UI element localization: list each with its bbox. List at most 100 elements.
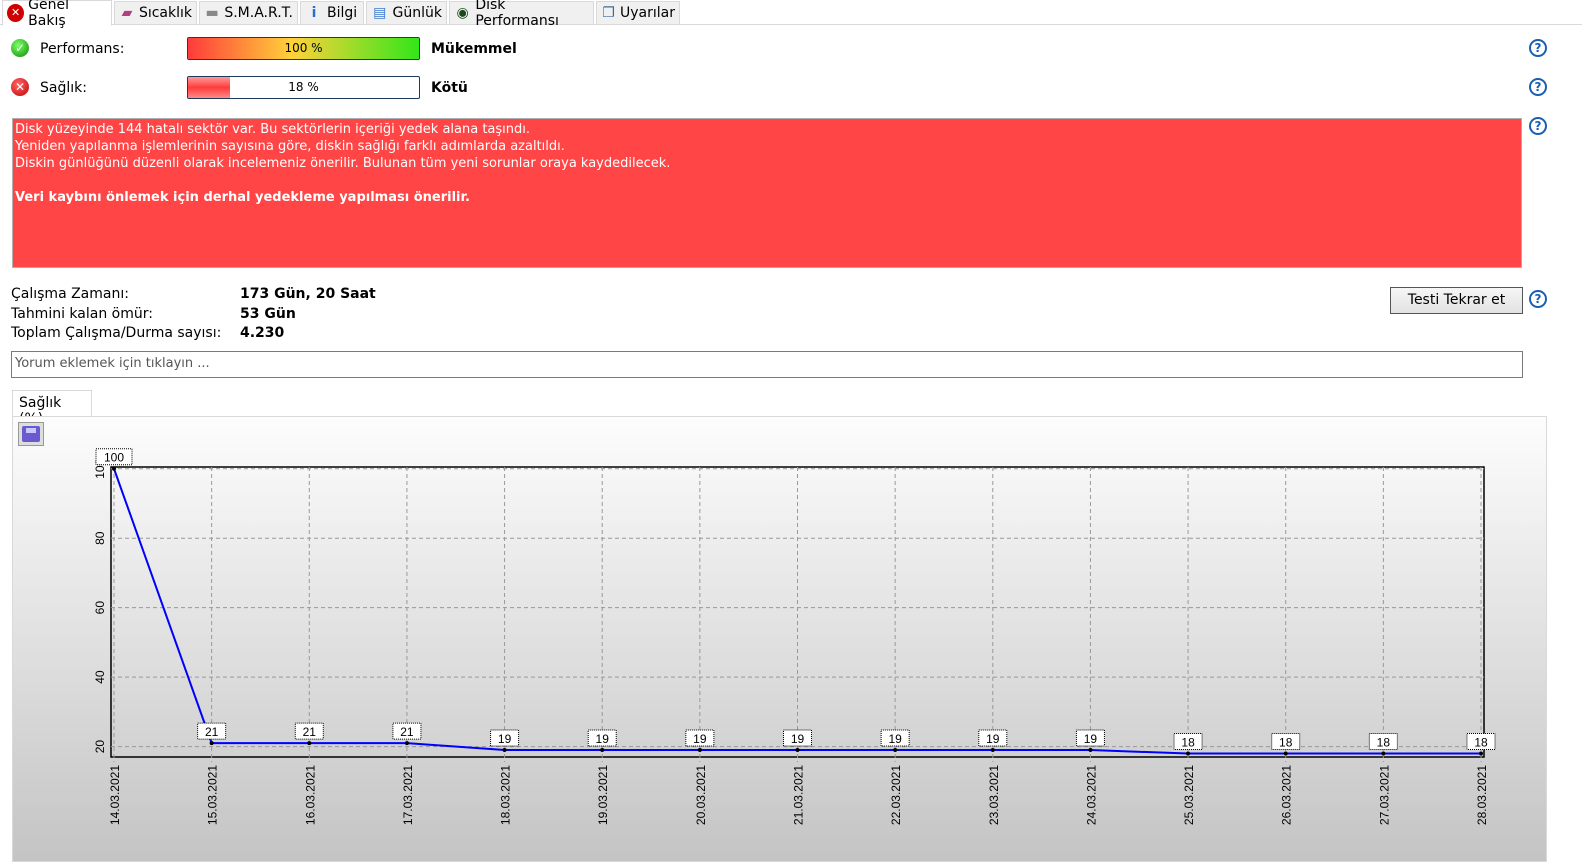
comment-input[interactable]: Yorum eklemek için tıklayın ... [11,351,1523,378]
y-tick-label: 80 [93,531,107,545]
gauge-icon: ◉ [456,5,469,21]
help-icon[interactable]: ? [1529,78,1547,96]
uptime-value: 173 Gün, 20 Saat [240,286,376,302]
tab-uyar-lar[interactable]: ❐ Uyarılar [596,1,680,25]
data-point [1479,751,1483,756]
data-point [112,466,116,471]
tab-label: Uyarılar [620,5,675,21]
tab-label: Disk Performansı [475,0,559,29]
data-label-box [95,448,133,466]
tab-label: Genel Bakış [28,0,69,29]
y-tick-label: 40 [93,670,107,684]
performance-status: Mükemmel [431,41,517,57]
tab-label: Bilgi [327,5,358,21]
data-label: 21 [400,725,414,739]
data-label: 19 [888,732,902,746]
retest-button[interactable]: Testi Tekrar et [1390,287,1523,314]
x-tick-label: 20.03.2021 [694,765,708,825]
data-label: 19 [791,732,805,746]
data-label: 19 [498,732,512,746]
health-value: 18 % [288,80,319,94]
data-label: 100 [104,451,124,465]
data-label: 19 [693,732,707,746]
x-tick-label: 28.03.2021 [1475,765,1489,825]
data-label-box [197,722,227,740]
remaining-life-label: Tahmini kalan ömür: [11,305,153,322]
alert-line: Diskin günlüğünü düzenli olarak inceleme… [15,156,671,171]
data-label-box [392,722,422,740]
health-error-icon: ✕ [11,78,29,96]
x-tick-label: 18.03.2021 [499,765,513,825]
tab-genel-bak-[interactable]: ✕ Genel Bakış [2,0,112,29]
data-label-box [978,729,1008,747]
data-label-box [587,729,617,747]
data-label: 18 [1181,736,1195,750]
x-tick-label: 26.03.2021 [1280,765,1294,825]
help-icon[interactable]: ? [1529,117,1547,135]
data-point [404,741,409,746]
start-stop-count-label: Toplam Çalışma/Durma sayısı: [11,325,222,341]
tab-disk-performans-[interactable]: ◉ Disk Performansı [449,0,594,29]
save-icon[interactable] [18,422,44,446]
data-label: 19 [1084,732,1098,746]
x-tick-label: 15.03.2021 [206,765,220,825]
data-label: 21 [303,725,317,739]
data-point [1283,751,1288,756]
tab-health-chart[interactable]: Sağlık (%) [12,390,92,427]
tab-label: Günlük [392,5,442,21]
health-bar-fill [188,77,230,98]
x-tick-label: 24.03.2021 [1084,765,1098,825]
data-point [697,748,702,753]
health-chart: 20 40 60 80 100 14.03.2021 15.03.2021 16.03.202… [93,448,1496,825]
data-label-box [294,722,324,740]
y-tick-label: 60 [93,601,107,615]
data-point [307,741,312,746]
tab-bar: ✕ Genel Bakış ▰ Sıcaklık ▬ S.M.A.R.T. i Bilgi ▤ G… [0,0,1582,29]
data-label: 19 [596,732,610,746]
data-label-box [1368,733,1398,751]
data-point [209,741,214,746]
performance-bar: 100 % [187,37,420,60]
help-icon[interactable]: ? [1529,39,1547,57]
performance-value: 100 % [284,41,323,55]
x-tick-label: 22.03.2021 [889,765,903,825]
data-label: 21 [205,725,219,739]
performance-label: Performans: [40,41,125,57]
alert-line: Disk yüzeyinde 144 hatalı sektör var. Bu… [15,122,531,137]
x-tick-label: 14.03.2021 [108,765,122,825]
tab-g-nl-k[interactable]: ▤ Günlük [366,1,447,25]
error-icon: ✕ [7,4,25,22]
data-label: 18 [1279,736,1293,750]
data-label-box [1466,733,1496,751]
data-label-box [1271,733,1301,751]
data-label-box [1173,733,1203,751]
data-point [1186,751,1191,756]
tab-label: S.M.A.R.T. [224,5,293,21]
performance-bar-fill [188,38,419,59]
remaining-life-value: 53 Gün [240,305,296,322]
x-tick-label: 25.03.2021 [1182,765,1196,825]
data-label: 19 [986,732,1000,746]
data-point [1088,748,1093,753]
thermometer-icon: ▰ [121,5,133,21]
start-stop-count-value: 4.230 [240,325,285,341]
health-status: Kötü [431,80,468,96]
uptime-label: Çalışma Zamanı: [11,286,129,302]
data-label-box [490,729,520,747]
tab-bilgi[interactable]: i Bilgi [300,1,364,25]
data-point [795,748,800,753]
tab-label: Sıcaklık [138,5,192,21]
alert-recommendation: Veri kaybını önlemek için derhal yedekle… [15,190,470,205]
data-label-box [880,729,910,747]
data-point [1381,751,1386,756]
health-bar: 18 % [187,76,420,99]
info-icon: i [311,5,317,21]
tab-s-m-a-r-t-[interactable]: ▬ S.M.A.R.T. [199,1,298,25]
x-tick-label: 21.03.2021 [792,765,806,825]
tab-s-cakl-k[interactable]: ▰ Sıcaklık [114,1,197,25]
alert-line: Yeniden yapılanma işlemlerinin sayısına … [15,139,565,154]
health-label: Sağlık: [40,80,87,96]
data-point [502,748,507,753]
help-icon[interactable]: ? [1529,290,1547,308]
x-tick-label: 19.03.2021 [596,765,610,825]
